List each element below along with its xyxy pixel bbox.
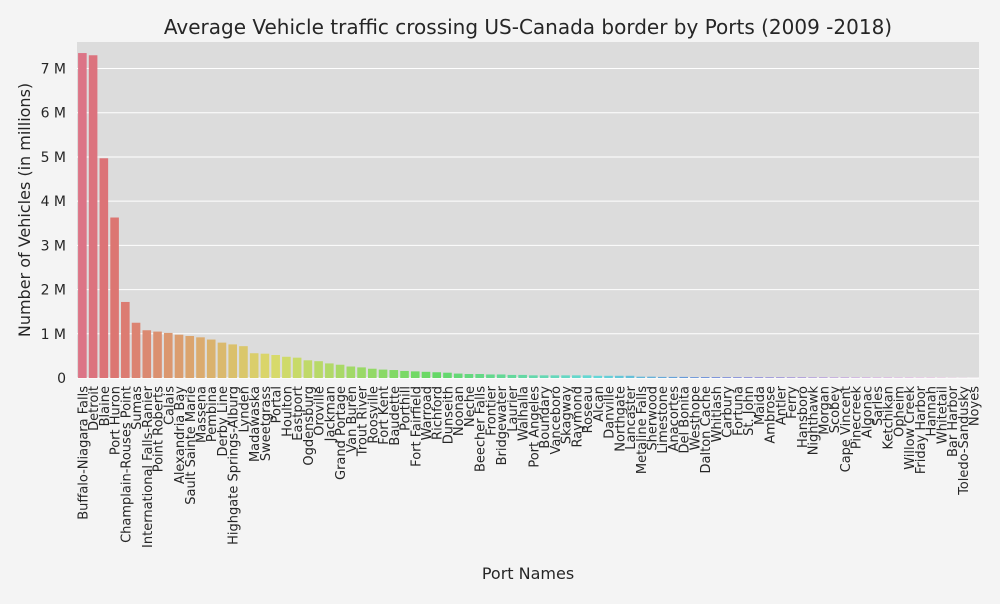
bar [475, 374, 484, 378]
bar [518, 375, 527, 378]
y-tick-label: 6 M [41, 106, 66, 122]
bar [218, 343, 227, 378]
bar [604, 376, 613, 378]
bar [540, 375, 549, 378]
y-tick-label: 7 M [41, 62, 66, 78]
bar [744, 377, 753, 378]
bar [314, 361, 323, 378]
bar [357, 367, 366, 378]
bar [389, 370, 398, 378]
bar [78, 53, 87, 378]
bar [261, 354, 270, 378]
bar [765, 377, 774, 378]
bar [121, 302, 130, 378]
bar [336, 365, 345, 378]
bar [722, 377, 731, 378]
bar [239, 346, 248, 378]
bar [647, 377, 656, 378]
bar [347, 367, 356, 378]
bar [282, 357, 291, 378]
bar [207, 340, 216, 378]
bar [110, 218, 119, 378]
bar [132, 323, 141, 378]
bar [89, 55, 98, 378]
bar [379, 370, 388, 378]
bar [626, 376, 635, 378]
bar [551, 375, 560, 378]
y-tick-label: 5 M [41, 150, 66, 166]
bar [185, 336, 194, 378]
bar [755, 377, 764, 378]
bar [636, 377, 645, 378]
bar [454, 374, 463, 378]
bar [615, 376, 624, 378]
bar [304, 360, 313, 378]
bar [368, 369, 377, 378]
bar [153, 332, 162, 378]
bar [701, 377, 710, 378]
bar [271, 355, 280, 378]
bar [679, 377, 688, 378]
bar [432, 372, 441, 378]
bar [100, 158, 109, 378]
y-tick-label: 1 M [41, 327, 66, 343]
bar [690, 377, 699, 378]
bar [776, 377, 785, 378]
bar [669, 377, 678, 378]
bar [529, 375, 538, 378]
bar [400, 371, 409, 378]
bar [561, 375, 570, 378]
bar [594, 376, 603, 378]
plot-area [77, 42, 979, 378]
x-axis-label: Port Names [482, 564, 574, 583]
y-tick-label: 4 M [41, 194, 66, 210]
bar [465, 374, 474, 378]
bar [422, 372, 431, 378]
y-tick-label: 2 M [41, 283, 66, 299]
bar [443, 373, 452, 378]
bar [228, 344, 237, 378]
y-tick-label: 3 M [41, 238, 66, 254]
bar [583, 375, 592, 378]
x-tick-label: Noyes [968, 386, 983, 426]
bar [293, 358, 302, 378]
bar [143, 330, 152, 378]
bar [658, 377, 667, 378]
bar [250, 353, 259, 378]
bar [486, 374, 495, 378]
bar [712, 377, 721, 378]
bar [164, 333, 173, 378]
bar [196, 337, 205, 378]
bar [175, 335, 184, 378]
bar [508, 375, 517, 378]
bar [733, 377, 742, 378]
bar [325, 363, 334, 378]
y-tick-label: 0 [57, 371, 66, 387]
chart-title: Average Vehicle traffic crossing US-Cana… [164, 15, 892, 39]
y-ticks: 0 1 M 2 M 3 M 4 M 5 M 6 M 7 M [41, 62, 66, 387]
y-axis-label: Number of Vehicles (in millions) [15, 83, 34, 337]
bar [497, 374, 506, 378]
bar [411, 371, 420, 378]
bar [572, 375, 581, 378]
